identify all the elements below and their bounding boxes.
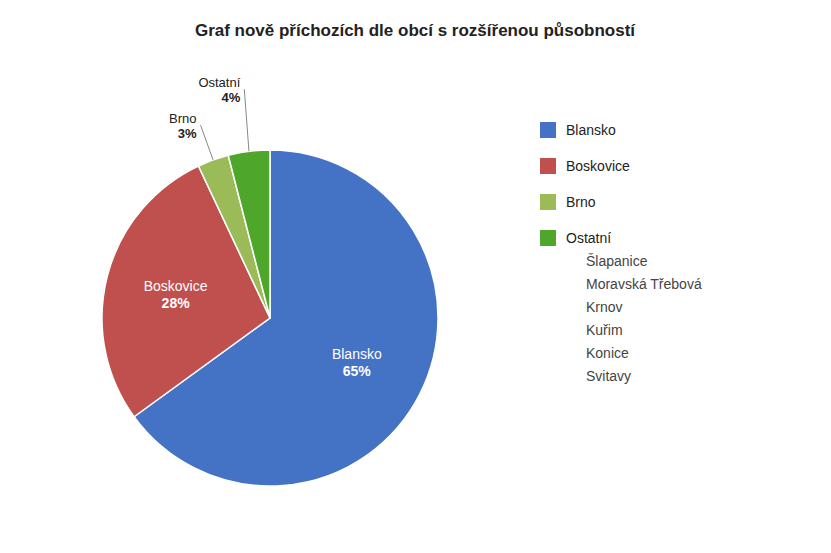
legend-entry: Ostatní — [566, 230, 611, 246]
legend-sub-entry: Šlapanice — [586, 253, 648, 269]
legend-sub-entry: Kuřim — [586, 322, 623, 338]
leader-line — [244, 89, 249, 151]
legend-entry: Blansko — [566, 122, 616, 138]
title: Graf nově příchozích dle obcí s rozšířen… — [195, 21, 636, 40]
chart: Graf nově příchozích dle obcí s rozšířen… — [0, 0, 831, 553]
data-label: Boskovice28% — [144, 278, 208, 311]
data-label: Ostatní4% — [198, 75, 240, 106]
data-label-value: 3% — [178, 126, 197, 141]
legend: Blansko Boskovice Brno Ostatní Šlapanice Mora… — [540, 122, 702, 384]
data-label-name: Boskovice — [144, 278, 208, 294]
legend-swatch — [540, 158, 556, 174]
legend-entry: Boskovice — [566, 158, 630, 174]
data-label-name: Brno — [169, 111, 196, 126]
pie — [102, 150, 438, 486]
data-label: Brno3% — [169, 111, 197, 142]
data-label-name: Blansko — [332, 346, 382, 362]
leader-line — [201, 125, 214, 160]
legend-swatch — [540, 122, 556, 138]
slice — [228, 150, 270, 318]
data-label-value: 65% — [343, 363, 372, 379]
legend-swatch — [540, 230, 556, 246]
legend-sub-entry: Moravská Třebová — [586, 276, 702, 292]
legend-sub-entry: Konice — [586, 345, 629, 361]
legend-swatch — [540, 194, 556, 210]
data-label-name: Ostatní — [198, 75, 240, 90]
data-label-value: 4% — [222, 90, 241, 105]
legend-sub-entry: Krnov — [586, 299, 623, 315]
legend-entry: Brno — [566, 194, 596, 210]
legend-sub-entry: Svitavy — [586, 368, 631, 384]
data-label-value: 28% — [162, 295, 191, 311]
data-label: Blansko65% — [332, 346, 382, 379]
